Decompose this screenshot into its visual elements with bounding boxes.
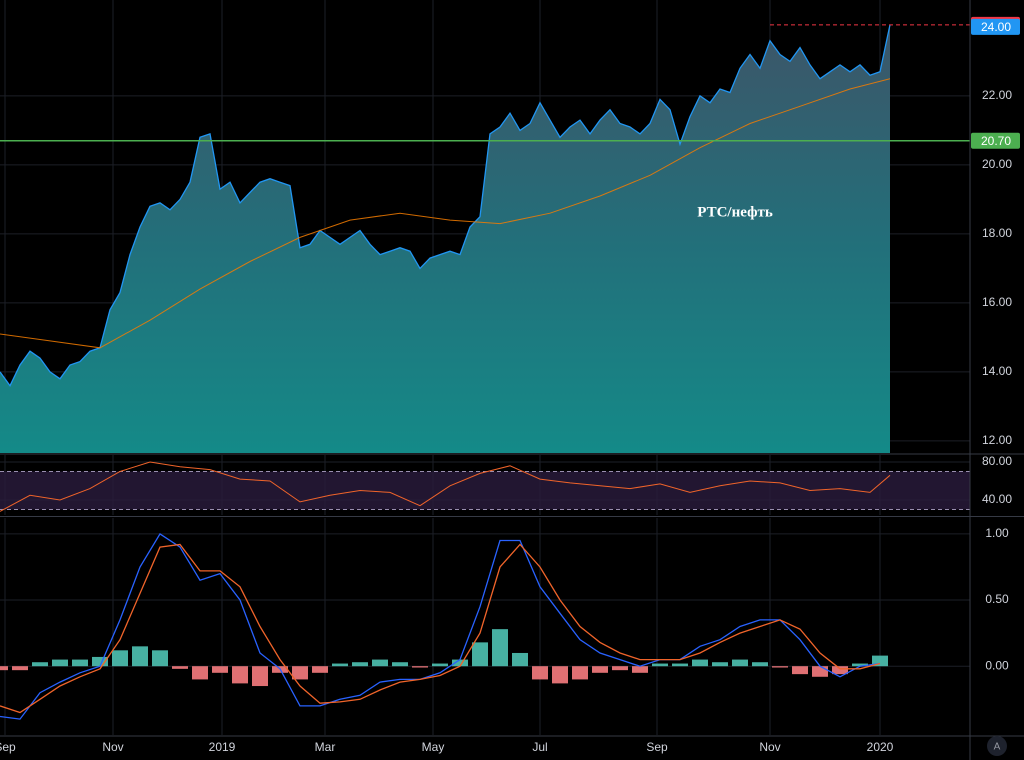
histogram-bar bbox=[32, 662, 48, 667]
histogram-bar bbox=[532, 666, 548, 680]
histogram-bar bbox=[332, 663, 348, 667]
histogram-bar bbox=[752, 662, 768, 667]
histogram-bar bbox=[432, 663, 448, 667]
histogram-bar bbox=[12, 666, 28, 671]
histogram-bar bbox=[592, 666, 608, 673]
histogram-bar bbox=[0, 666, 8, 671]
histogram-bar bbox=[792, 666, 808, 675]
histogram-bar bbox=[392, 662, 408, 667]
histogram-bar bbox=[132, 646, 148, 667]
histogram-bar bbox=[172, 666, 188, 669]
rsi-band bbox=[0, 471, 970, 510]
x-tick-label: 2019 bbox=[209, 740, 236, 754]
x-tick-label: Mar bbox=[315, 740, 336, 754]
histogram-bar bbox=[872, 655, 888, 667]
histogram-bar bbox=[232, 666, 248, 684]
auto-scale-label[interactable]: A bbox=[994, 742, 1001, 753]
x-tick-label: Sep bbox=[0, 740, 16, 754]
histogram-bar bbox=[452, 659, 468, 667]
histogram-bar bbox=[212, 666, 228, 673]
histogram-bar bbox=[152, 650, 168, 667]
y-tick-label: 16.00 bbox=[982, 295, 1012, 309]
histogram-bar bbox=[352, 662, 368, 667]
histogram-bar bbox=[472, 642, 488, 667]
price-label: 20.70 bbox=[981, 134, 1011, 148]
histogram-bar bbox=[492, 629, 508, 667]
auto-scale-button[interactable] bbox=[987, 736, 1007, 756]
histogram-bar bbox=[92, 656, 108, 667]
price-line bbox=[0, 24, 891, 387]
x-tick-label: Nov bbox=[102, 740, 123, 754]
y-tick-label: 12.00 bbox=[982, 433, 1012, 447]
y-tick-label: 80.00 bbox=[982, 454, 1012, 468]
rsi-line bbox=[0, 461, 891, 512]
y-tick-label: 18.00 bbox=[982, 226, 1012, 240]
x-tick-label: Sep bbox=[646, 740, 668, 754]
price-label-box bbox=[971, 132, 1020, 149]
histogram-bar bbox=[412, 666, 428, 668]
histogram-bar bbox=[292, 666, 308, 680]
histogram-bar bbox=[672, 663, 688, 667]
x-tick-label: Nov bbox=[759, 740, 780, 754]
histogram-bar bbox=[112, 650, 128, 667]
histogram-bar bbox=[552, 666, 568, 684]
macd-line bbox=[0, 532, 881, 720]
histogram-bar bbox=[832, 666, 848, 675]
histogram-bar bbox=[252, 666, 268, 687]
signal-line bbox=[0, 543, 881, 714]
histogram-bar bbox=[72, 659, 88, 667]
x-tick-label: Jul bbox=[532, 740, 547, 754]
y-tick-label: 0.00 bbox=[985, 658, 1009, 672]
moving-average-line bbox=[0, 78, 891, 349]
histogram-bar bbox=[572, 666, 588, 680]
y-tick-label: 14.00 bbox=[982, 364, 1012, 378]
chart-title: РТС/нефть bbox=[697, 204, 773, 220]
y-tick-label: 1.00 bbox=[985, 526, 1009, 540]
price-label-box bbox=[971, 18, 1020, 35]
histogram-bar bbox=[712, 662, 728, 667]
histogram-bar bbox=[612, 666, 628, 671]
y-tick-label: 22.00 bbox=[982, 88, 1012, 102]
histogram-bar bbox=[772, 666, 788, 668]
histogram-bar bbox=[312, 666, 328, 673]
y-tick-label: 40.00 bbox=[982, 492, 1012, 506]
histogram-bar bbox=[52, 659, 68, 667]
histogram-bar bbox=[652, 663, 668, 667]
histogram-bar bbox=[692, 659, 708, 667]
price-area bbox=[0, 24, 890, 454]
histogram-bar bbox=[852, 663, 868, 667]
price-label: 24.00 bbox=[981, 20, 1011, 34]
x-tick-label: 2020 bbox=[867, 740, 894, 754]
histogram-bar bbox=[512, 652, 528, 667]
histogram-bar bbox=[632, 666, 648, 673]
histogram-bar bbox=[732, 659, 748, 667]
histogram-bar bbox=[812, 666, 828, 677]
y-tick-label: 20.00 bbox=[982, 157, 1012, 171]
histogram-bar bbox=[372, 659, 388, 667]
y-tick-label: 0.50 bbox=[985, 592, 1009, 606]
x-tick-label: May bbox=[422, 740, 445, 754]
histogram-bar bbox=[192, 666, 208, 680]
